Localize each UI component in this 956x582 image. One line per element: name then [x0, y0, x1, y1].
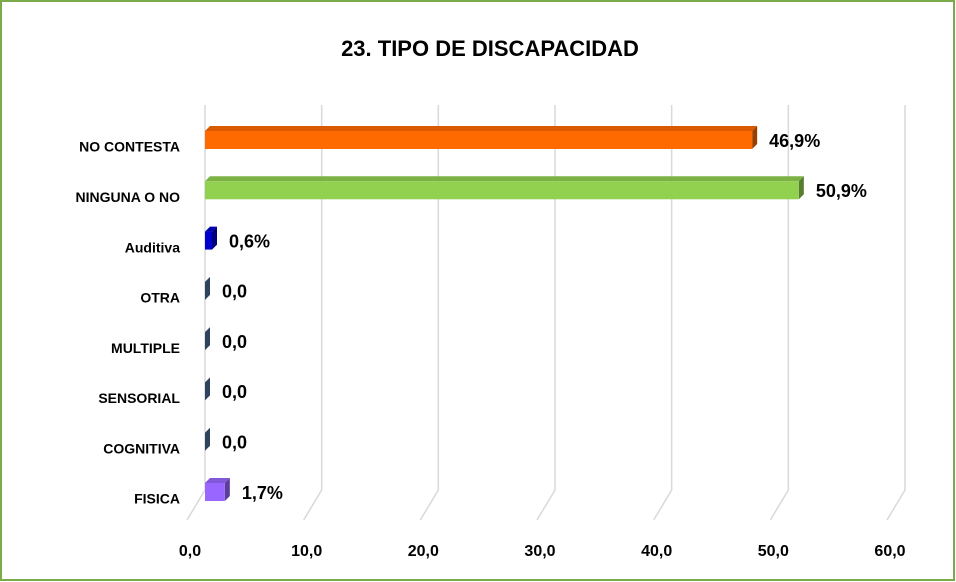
bar: [205, 176, 804, 200]
grid-line: [536, 105, 556, 521]
x-tick-label: 0,0: [179, 543, 201, 560]
bar: [205, 226, 217, 250]
category-label: OTRA: [140, 290, 180, 306]
category-label: SENSORIAL: [98, 390, 180, 406]
category-label: NINGUNA O NO: [76, 189, 181, 205]
category-label: COGNITIVA: [103, 440, 180, 456]
category-label: FISICA: [134, 491, 180, 507]
category-label: Auditiva: [125, 239, 180, 255]
category-label: MULTIPLE: [111, 340, 180, 356]
bar: [205, 327, 210, 351]
bar: [205, 377, 210, 401]
x-tick-label: 40,0: [641, 543, 672, 560]
x-tick-label: 10,0: [291, 543, 322, 560]
x-tick-label: 20,0: [408, 543, 439, 560]
grid-line: [653, 105, 673, 521]
bar: [205, 276, 210, 300]
value-label: 0,0: [222, 432, 247, 452]
bar: [205, 126, 758, 149]
chart-title: 23. TIPO DE DISCAPACIDAD: [341, 36, 639, 61]
value-label: 0,0: [222, 332, 247, 352]
value-label: 0,0: [222, 382, 247, 402]
value-label: 1,7%: [242, 483, 283, 503]
value-label: 50,9%: [816, 181, 867, 201]
x-tick-label: 30,0: [524, 543, 555, 560]
category-label: NO CONTESTA: [79, 139, 180, 155]
grid-line: [419, 105, 440, 521]
bar: [205, 478, 230, 501]
bar: [205, 427, 210, 451]
x-tick-label: 50,0: [758, 543, 789, 560]
value-label: 46,9%: [769, 131, 820, 151]
grid-line: [886, 105, 906, 521]
value-label: 0,0: [222, 282, 247, 302]
value-label: 0,6%: [229, 231, 270, 251]
x-tick-label: 60,0: [874, 543, 905, 560]
grid-line: [769, 105, 790, 521]
grid-line: [303, 105, 323, 521]
